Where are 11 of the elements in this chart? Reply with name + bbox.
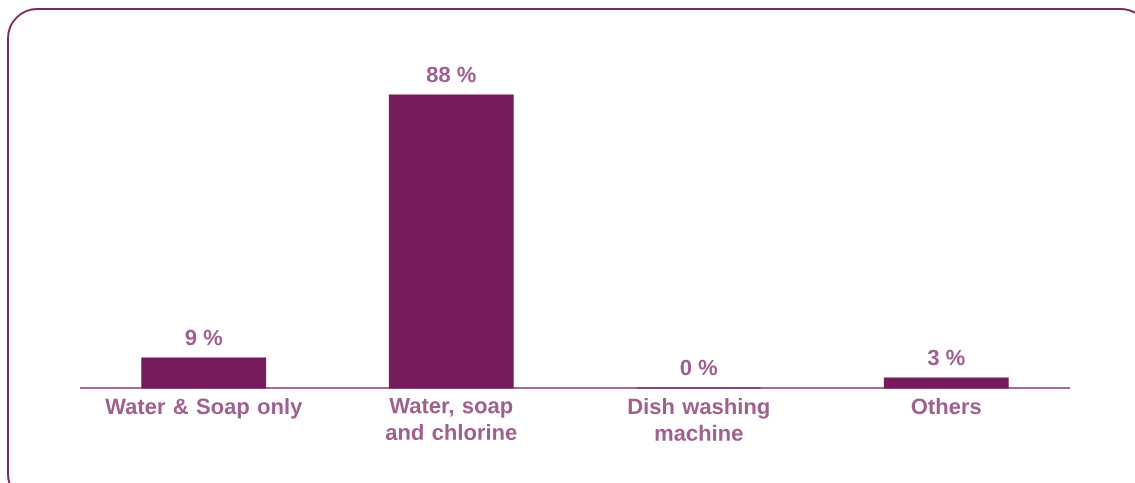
data-label: 9 % — [185, 329, 223, 346]
x-tick-label: Others — [911, 398, 981, 415]
x-tick-label: Dish washing machine — [628, 398, 769, 441]
bar — [141, 357, 267, 389]
bar — [883, 377, 1009, 389]
data-label: 88 % — [426, 66, 476, 83]
bar — [388, 94, 514, 389]
data-label: 3 % — [927, 349, 965, 366]
data-label: 0 % — [680, 359, 718, 376]
x-tick-label: Water, soap and chlorine — [385, 398, 517, 441]
x-tick-label: Water & Soap only — [105, 398, 303, 419]
